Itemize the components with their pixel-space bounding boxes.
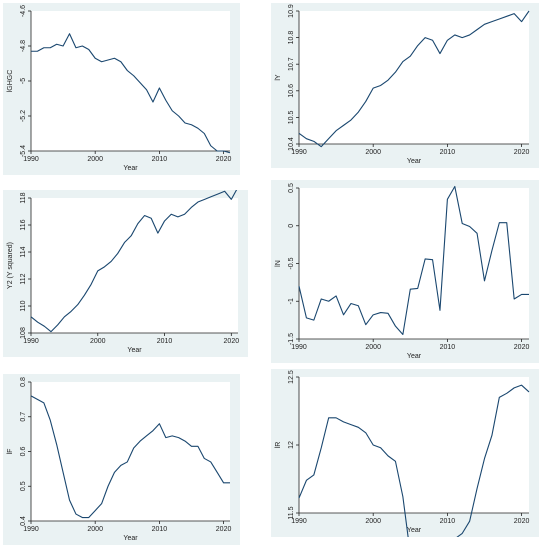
chart-svg: 1990 2000 2010 2020 10.4 10.5 10.6 10.7 10.8 10.9… <box>275 4 530 165</box>
chart-panel-lf: 1990 2000 2010 2020 0.4 0.5 0.6 0.7 0.8 Year lF <box>3 374 240 545</box>
y-axis-label: Y2 (Y squared) <box>7 242 14 289</box>
y-tick-label: -0.5 <box>288 257 295 269</box>
y-tick-label: -5 <box>20 78 27 84</box>
x-tick-label: 1990 <box>291 518 307 525</box>
x-tick-label: 2010 <box>440 344 456 351</box>
y-tick-label: 10.9 <box>288 4 295 18</box>
y-tick-label: 11.5 <box>288 506 295 519</box>
chart-svg: 1990 2000 2010 2020 -1.5 -1 -0.5 0 0.5 Year lN <box>275 183 530 360</box>
x-tick-label: 2020 <box>514 518 530 525</box>
y-tick-label: 10.4 <box>288 137 295 151</box>
y-tick-label: -4.8 <box>20 40 27 52</box>
x-axis-label: Year <box>123 535 138 542</box>
x-tick-label: 2010 <box>152 526 168 533</box>
y-tick-label: 112 <box>20 273 27 284</box>
y-tick-label: 10.7 <box>288 57 295 71</box>
x-tick-label: 1990 <box>291 149 307 156</box>
x-axis-label: Year <box>407 158 422 165</box>
plot-area <box>31 382 230 521</box>
x-tick-label: 2020 <box>514 344 530 351</box>
y-axis-label: lR <box>275 442 282 449</box>
x-tick-label: 1990 <box>23 156 39 163</box>
x-tick-label: 2020 <box>224 338 240 345</box>
x-axis-label: Year <box>123 165 138 172</box>
x-tick-label: 2020 <box>216 526 232 533</box>
chart-panel-lr: 1990 2000 2010 2020 11.5 12 12.5 Year lR <box>271 369 539 537</box>
series-line <box>30 395 230 519</box>
x-tick-label: 1990 <box>291 344 307 351</box>
y-tick-label: 116 <box>20 219 27 230</box>
y-tick-label: 0 <box>288 224 295 228</box>
y-tick-label: 12.5 <box>288 370 295 384</box>
x-tick-label: 2010 <box>152 156 168 163</box>
y-tick-label: 12 <box>288 441 295 449</box>
y-tick-label: -1.5 <box>288 333 295 345</box>
y-tick-label: 0.4 <box>20 516 27 526</box>
plot-area <box>31 198 238 333</box>
y-tick-label: 10.5 <box>288 110 295 124</box>
x-tick-label: 2000 <box>365 344 381 351</box>
x-tick-label: 2000 <box>90 338 106 345</box>
x-tick-label: 2000 <box>87 526 103 533</box>
y-tick-label: 108 <box>20 327 27 339</box>
y-tick-label: 118 <box>20 192 27 203</box>
chart-svg: 1990 2000 2010 2020 11.5 12 12.5 Year lR <box>275 370 530 537</box>
y-tick-label: -4.6 <box>20 5 27 17</box>
x-axis-label: Year <box>407 527 422 534</box>
y-tick-label: 0.5 <box>20 481 27 491</box>
y-axis-label: lN <box>275 260 282 267</box>
x-tick-label: 2000 <box>87 156 103 163</box>
y-tick-label: 0.8 <box>20 377 27 387</box>
x-tick-label: 2000 <box>365 518 381 525</box>
chart-svg: 1990 2000 2010 2020 0.4 0.5 0.6 0.7 0.8 Year lF <box>7 377 232 542</box>
x-tick-label: 2020 <box>514 149 530 156</box>
y-tick-label: 0.6 <box>20 447 27 457</box>
y-tick-label: 114 <box>20 246 27 257</box>
chart-svg: 1990 2000 2010 2020 -4.6 -4.8 -5 -5.2 -5.4 Year lG… <box>7 5 232 172</box>
x-tick-label: 1990 <box>23 338 39 345</box>
y-tick-label: -5.2 <box>20 110 27 122</box>
series-line <box>298 384 530 537</box>
y-tick-label: 0.7 <box>20 412 27 422</box>
y-tick-label: 0.5 <box>288 183 295 193</box>
x-axis-label: Year <box>407 353 422 360</box>
x-tick-label: 2000 <box>365 149 381 156</box>
plot-area <box>299 11 529 144</box>
chart-svg: 1990 2000 2010 2020 108 110 112 114 116 118 Year Y2… <box>7 190 240 354</box>
chart-panel-lghgc: 1990 2000 2010 2020 -4.6 -4.8 -5 -5.2 -5.4 Year lG… <box>3 3 240 175</box>
plot-area <box>299 377 529 513</box>
series-line <box>298 10 530 148</box>
x-tick-label: 2020 <box>216 156 232 163</box>
series-line <box>31 33 231 154</box>
x-tick-label: 2010 <box>440 149 456 156</box>
y-tick-label: 10.8 <box>288 31 295 45</box>
y-tick-label: -1 <box>288 298 295 304</box>
plot-area <box>299 188 529 339</box>
y-tick-label: -5.4 <box>20 145 27 157</box>
chart-panel-ly: 1990 2000 2010 2020 10.4 10.5 10.6 10.7 10.8 10.9… <box>271 3 539 168</box>
x-tick-label: 2010 <box>440 518 456 525</box>
x-axis-label: Year <box>127 347 142 354</box>
series-line <box>298 185 529 336</box>
x-tick-label: 1990 <box>23 526 39 533</box>
y-axis-label: lF <box>7 449 14 455</box>
x-tick-label: 2010 <box>157 338 173 345</box>
series-line <box>30 190 238 333</box>
y-axis-label: lGHGC <box>7 70 14 93</box>
y-tick-label: 10.6 <box>288 84 295 98</box>
chart-panel-y2: 1990 2000 2010 2020 108 110 112 114 116 118 Year Y2… <box>3 190 248 357</box>
y-tick-label: 110 <box>20 300 27 311</box>
chart-panel-ln: 1990 2000 2010 2020 -1.5 -1 -0.5 0 0.5 Year lN <box>271 180 539 363</box>
y-axis-label: lY <box>275 74 282 81</box>
